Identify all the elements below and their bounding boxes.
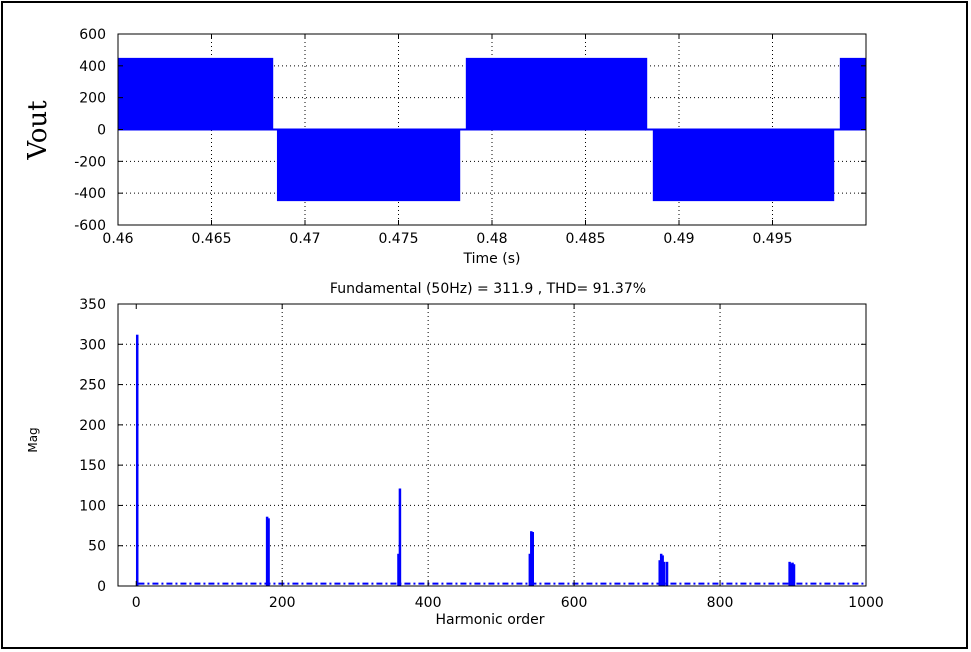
harmonic-bar (398, 488, 402, 586)
harmonic-bar (530, 531, 533, 586)
grid (118, 304, 866, 586)
x-tick-label: 0.47 (289, 231, 320, 247)
y-tick-label: -400 (74, 186, 106, 202)
x-tick-label: 0.465 (191, 231, 231, 247)
harmonic-bar (791, 562, 794, 586)
harmonic-bar (531, 532, 535, 586)
y-tick-label: 200 (79, 91, 106, 107)
ticks: 0.46 0.465 0.47 0.475 0.48 0.485 0.49 0.495 -600… (74, 27, 866, 247)
vout-pwm-segment (118, 57, 274, 130)
y-tick-label: -600 (74, 218, 106, 234)
harmonic-bar (792, 564, 796, 586)
x-axis-label: Harmonic order (435, 612, 544, 628)
x-tick-label: 800 (707, 595, 734, 611)
y-tick-label: -200 (74, 154, 106, 170)
harmonic-bar (397, 553, 400, 586)
vout-pwm-segment (652, 129, 835, 202)
vout-pwm-segment (276, 129, 461, 202)
x-tick-label: 0.485 (565, 231, 605, 247)
y-tick-label: 100 (79, 498, 106, 514)
x-tick-label: 200 (269, 595, 296, 611)
vout-pwm-segment (839, 57, 866, 130)
y-tick-label: 250 (79, 378, 106, 394)
x-tick-label: 0 (132, 595, 141, 611)
x-tick-label: 1000 (848, 595, 884, 611)
harmonic-bars (135, 334, 866, 586)
harmonic-bar (265, 516, 269, 586)
vout-pwm-segment (465, 57, 648, 130)
y-axis-label: Vout (23, 100, 53, 161)
harmonic-bar (665, 561, 669, 586)
harmonic-bar (267, 518, 270, 586)
harmonic-bar (662, 561, 666, 586)
harmonic-bar (789, 563, 793, 586)
y-tick-label: 350 (79, 297, 106, 313)
harmonic-bar (659, 553, 663, 586)
harmonic-bar (788, 561, 791, 586)
x-axis-label: Time (s) (463, 251, 521, 267)
harmonic-bar (528, 553, 532, 586)
chart-title: Fundamental (50Hz) = 311.9 , THD= 91.37% (330, 281, 646, 297)
plot-area (118, 304, 866, 586)
x-tick-label: 0.475 (378, 231, 418, 247)
x-tick-label: 0.49 (663, 231, 694, 247)
x-tick-label: 600 (561, 595, 588, 611)
ticks: 0 200 400 600 800 1000 0 50 100 150 200 250 300 350 (79, 297, 884, 611)
y-tick-label: 400 (79, 59, 106, 75)
y-tick-label: 0 (97, 123, 106, 139)
x-tick-label: 0.495 (752, 231, 792, 247)
y-tick-label: 150 (79, 458, 106, 474)
x-tick-label: 0.48 (476, 231, 507, 247)
harmonic-bar (135, 334, 139, 586)
y-tick-label: 0 (97, 579, 106, 595)
x-tick-label: 400 (415, 595, 442, 611)
vout-series (118, 57, 866, 202)
plot-border (117, 303, 867, 587)
vout-time-plot: 0.46 0.465 0.47 0.475 0.48 0.485 0.49 0.495 -600… (23, 27, 867, 267)
x-tick-label: 0.46 (102, 231, 133, 247)
harmonic-bar (658, 560, 661, 586)
y-tick-label: 300 (79, 337, 106, 353)
harmonic-bar (661, 555, 664, 586)
y-tick-label: 600 (79, 27, 106, 43)
y-tick-label: 50 (88, 539, 106, 555)
harmonic-spectrum-plot: Fundamental (50Hz) = 311.9 , THD= 91.37%… (26, 281, 884, 628)
y-tick-label: 200 (79, 418, 106, 434)
y-axis-label: Mag (26, 427, 40, 452)
